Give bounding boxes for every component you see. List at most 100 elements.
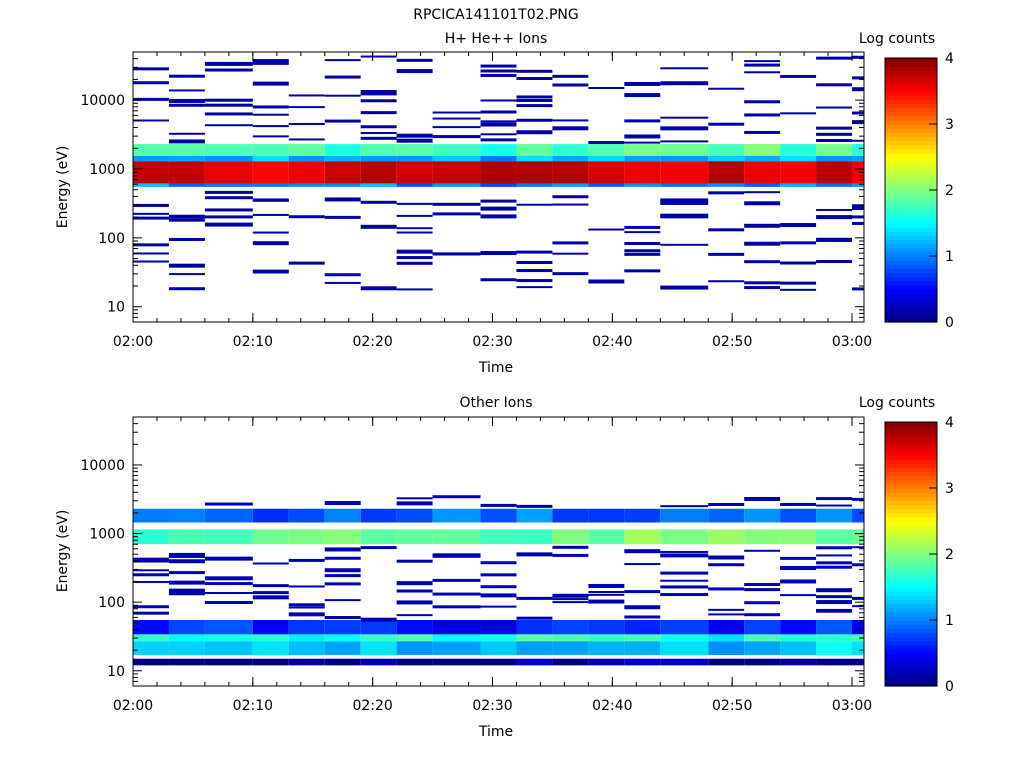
- heatmap-cell: [744, 634, 781, 642]
- y-tick-label: 10000: [80, 93, 125, 109]
- heatmap-cell: [516, 183, 553, 187]
- heatmap-cell: [816, 260, 853, 264]
- heatmap-cell: [432, 144, 481, 156]
- heatmap-cell: [660, 508, 709, 523]
- heatmap-cell: [252, 155, 289, 162]
- heatmap-cell: [480, 593, 517, 598]
- colorbar-segment: [885, 119, 937, 125]
- heatmap-cell: [168, 580, 205, 585]
- colorbar-segment: [885, 128, 937, 133]
- heatmap-cell: [480, 199, 517, 203]
- heatmap-cell: [324, 615, 361, 619]
- heatmap-cell: [744, 161, 781, 185]
- colorbar-segment: [885, 636, 937, 642]
- heatmap-cell: [480, 99, 517, 102]
- heatmap-cell: [252, 241, 289, 246]
- heatmap-cell: [852, 206, 864, 211]
- heatmap-cell: [168, 155, 205, 162]
- heatmap-cell: [708, 641, 745, 655]
- heatmap-cell: [432, 605, 481, 609]
- heatmap-cell: [816, 529, 853, 545]
- colorbar-tick-label: 2: [945, 183, 954, 199]
- heatmap-cell: [396, 634, 433, 642]
- heatmap-cell: [480, 508, 517, 523]
- heatmap-cell: [396, 529, 433, 545]
- colorbar-segment: [885, 103, 937, 109]
- heatmap-cell: [744, 641, 781, 655]
- heatmap-cell: [708, 502, 745, 506]
- heatmap-cell: [204, 576, 253, 581]
- colorbar-segment: [885, 496, 937, 501]
- heatmap-cell: [552, 195, 589, 199]
- heatmap-cell: [744, 619, 781, 635]
- heatmap-cell: [660, 126, 709, 131]
- heatmap-cell: [552, 241, 589, 245]
- heatmap-cell: [133, 203, 169, 207]
- heatmap-cell: [168, 529, 205, 545]
- x-tick-label: 02:20: [352, 698, 392, 714]
- heatmap-cell: [852, 605, 864, 608]
- heatmap-cell: [744, 191, 781, 194]
- heatmap-cell: [204, 508, 253, 523]
- heatmap-cell: [480, 122, 517, 127]
- heatmap-cell: [708, 555, 745, 560]
- heatmap-cell: [480, 183, 517, 187]
- colorbar-segment: [885, 157, 937, 162]
- heatmap-cell: [624, 605, 661, 610]
- x-tick-label: 02:10: [233, 334, 273, 350]
- heatmap-cell: [624, 563, 661, 566]
- colorbar-segment: [885, 566, 937, 572]
- colorbar-segment: [885, 541, 937, 547]
- heatmap-cell: [852, 641, 864, 655]
- heatmap-cell: [780, 261, 817, 265]
- heatmap-cell: [360, 658, 397, 666]
- colorbar-segment: [885, 231, 937, 236]
- heatmap-cell: [744, 260, 781, 264]
- heatmap-cell: [852, 120, 864, 125]
- colorbar-segment: [885, 483, 937, 489]
- heatmap-cell: [852, 87, 864, 92]
- heatmap-cell: [780, 223, 817, 228]
- heatmap-cell: [588, 591, 625, 594]
- colorbar-segment: [885, 202, 937, 208]
- heatmap-cell: [168, 571, 205, 575]
- heatmap-cell: [360, 155, 397, 162]
- heatmap-cell: [252, 213, 289, 216]
- heatmap-cell: [480, 278, 517, 282]
- heatmap-cell: [288, 144, 325, 156]
- heatmap-cell: [708, 563, 745, 567]
- heatmap-cell: [552, 203, 589, 206]
- heatmap-cell: [252, 198, 289, 202]
- heatmap-cell: [852, 215, 864, 219]
- heatmap-cell: [624, 252, 661, 256]
- heatmap-cell: [133, 569, 169, 572]
- heatmap-cell: [516, 118, 553, 122]
- heatmap-cell: [780, 112, 817, 115]
- colorbar-segment: [885, 615, 937, 621]
- heatmap-cell: [432, 135, 481, 139]
- heatmap-cell: [852, 139, 864, 142]
- heatmap-cell: [588, 658, 625, 666]
- colorbar-segment: [885, 673, 937, 679]
- heatmap-cell: [816, 132, 853, 136]
- panel-h-he-ions: H+ He++ Ions Log counts 02:00 02:10 02:20 0…: [55, 31, 954, 376]
- heatmap-cell: [480, 585, 517, 589]
- heatmap-cell: [624, 119, 661, 123]
- heatmap-cell: [816, 588, 853, 593]
- heatmap-cell: [360, 183, 397, 187]
- colorbar-tick-label: 1: [945, 613, 954, 629]
- heatmap-cell: [396, 600, 433, 605]
- heatmap-cell: [168, 132, 205, 135]
- heatmap-cell: [744, 286, 781, 290]
- heatmap-cell: [204, 634, 253, 642]
- heatmap-cell: [852, 155, 864, 162]
- heatmap-cell: [552, 634, 589, 642]
- heatmap-cell: [168, 619, 205, 635]
- heatmap-cell: [552, 272, 589, 276]
- heatmap-cell: [204, 190, 253, 194]
- colorbar-segment: [885, 161, 937, 166]
- colorbar-segment: [885, 640, 937, 646]
- heatmap-cell: [780, 183, 817, 187]
- heatmap-cell: [324, 59, 361, 62]
- heatmap-cell: [588, 583, 625, 588]
